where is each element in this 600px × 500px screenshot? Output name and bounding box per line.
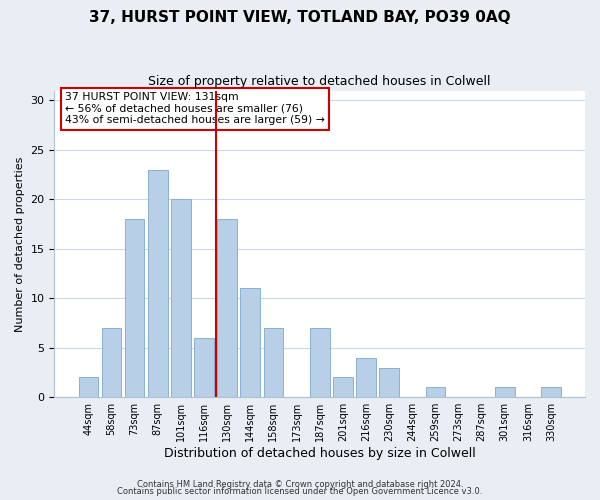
Bar <box>148 170 167 397</box>
Bar <box>495 388 515 397</box>
Bar <box>333 378 353 397</box>
Bar <box>171 200 191 397</box>
Bar <box>379 368 399 397</box>
Bar <box>194 338 214 397</box>
Bar <box>310 328 329 397</box>
Title: Size of property relative to detached houses in Colwell: Size of property relative to detached ho… <box>148 75 491 88</box>
Bar <box>425 388 445 397</box>
Text: 37, HURST POINT VIEW, TOTLAND BAY, PO39 0AQ: 37, HURST POINT VIEW, TOTLAND BAY, PO39 … <box>89 10 511 25</box>
Text: 37 HURST POINT VIEW: 131sqm
← 56% of detached houses are smaller (76)
43% of sem: 37 HURST POINT VIEW: 131sqm ← 56% of det… <box>65 92 325 126</box>
Bar <box>541 388 561 397</box>
X-axis label: Distribution of detached houses by size in Colwell: Distribution of detached houses by size … <box>164 447 476 460</box>
Bar <box>125 219 145 397</box>
Bar <box>241 288 260 397</box>
Bar <box>356 358 376 397</box>
Bar <box>101 328 121 397</box>
Text: Contains public sector information licensed under the Open Government Licence v3: Contains public sector information licen… <box>118 487 482 496</box>
Text: Contains HM Land Registry data © Crown copyright and database right 2024.: Contains HM Land Registry data © Crown c… <box>137 480 463 489</box>
Bar <box>217 219 237 397</box>
Y-axis label: Number of detached properties: Number of detached properties <box>15 156 25 332</box>
Bar <box>79 378 98 397</box>
Bar <box>263 328 283 397</box>
